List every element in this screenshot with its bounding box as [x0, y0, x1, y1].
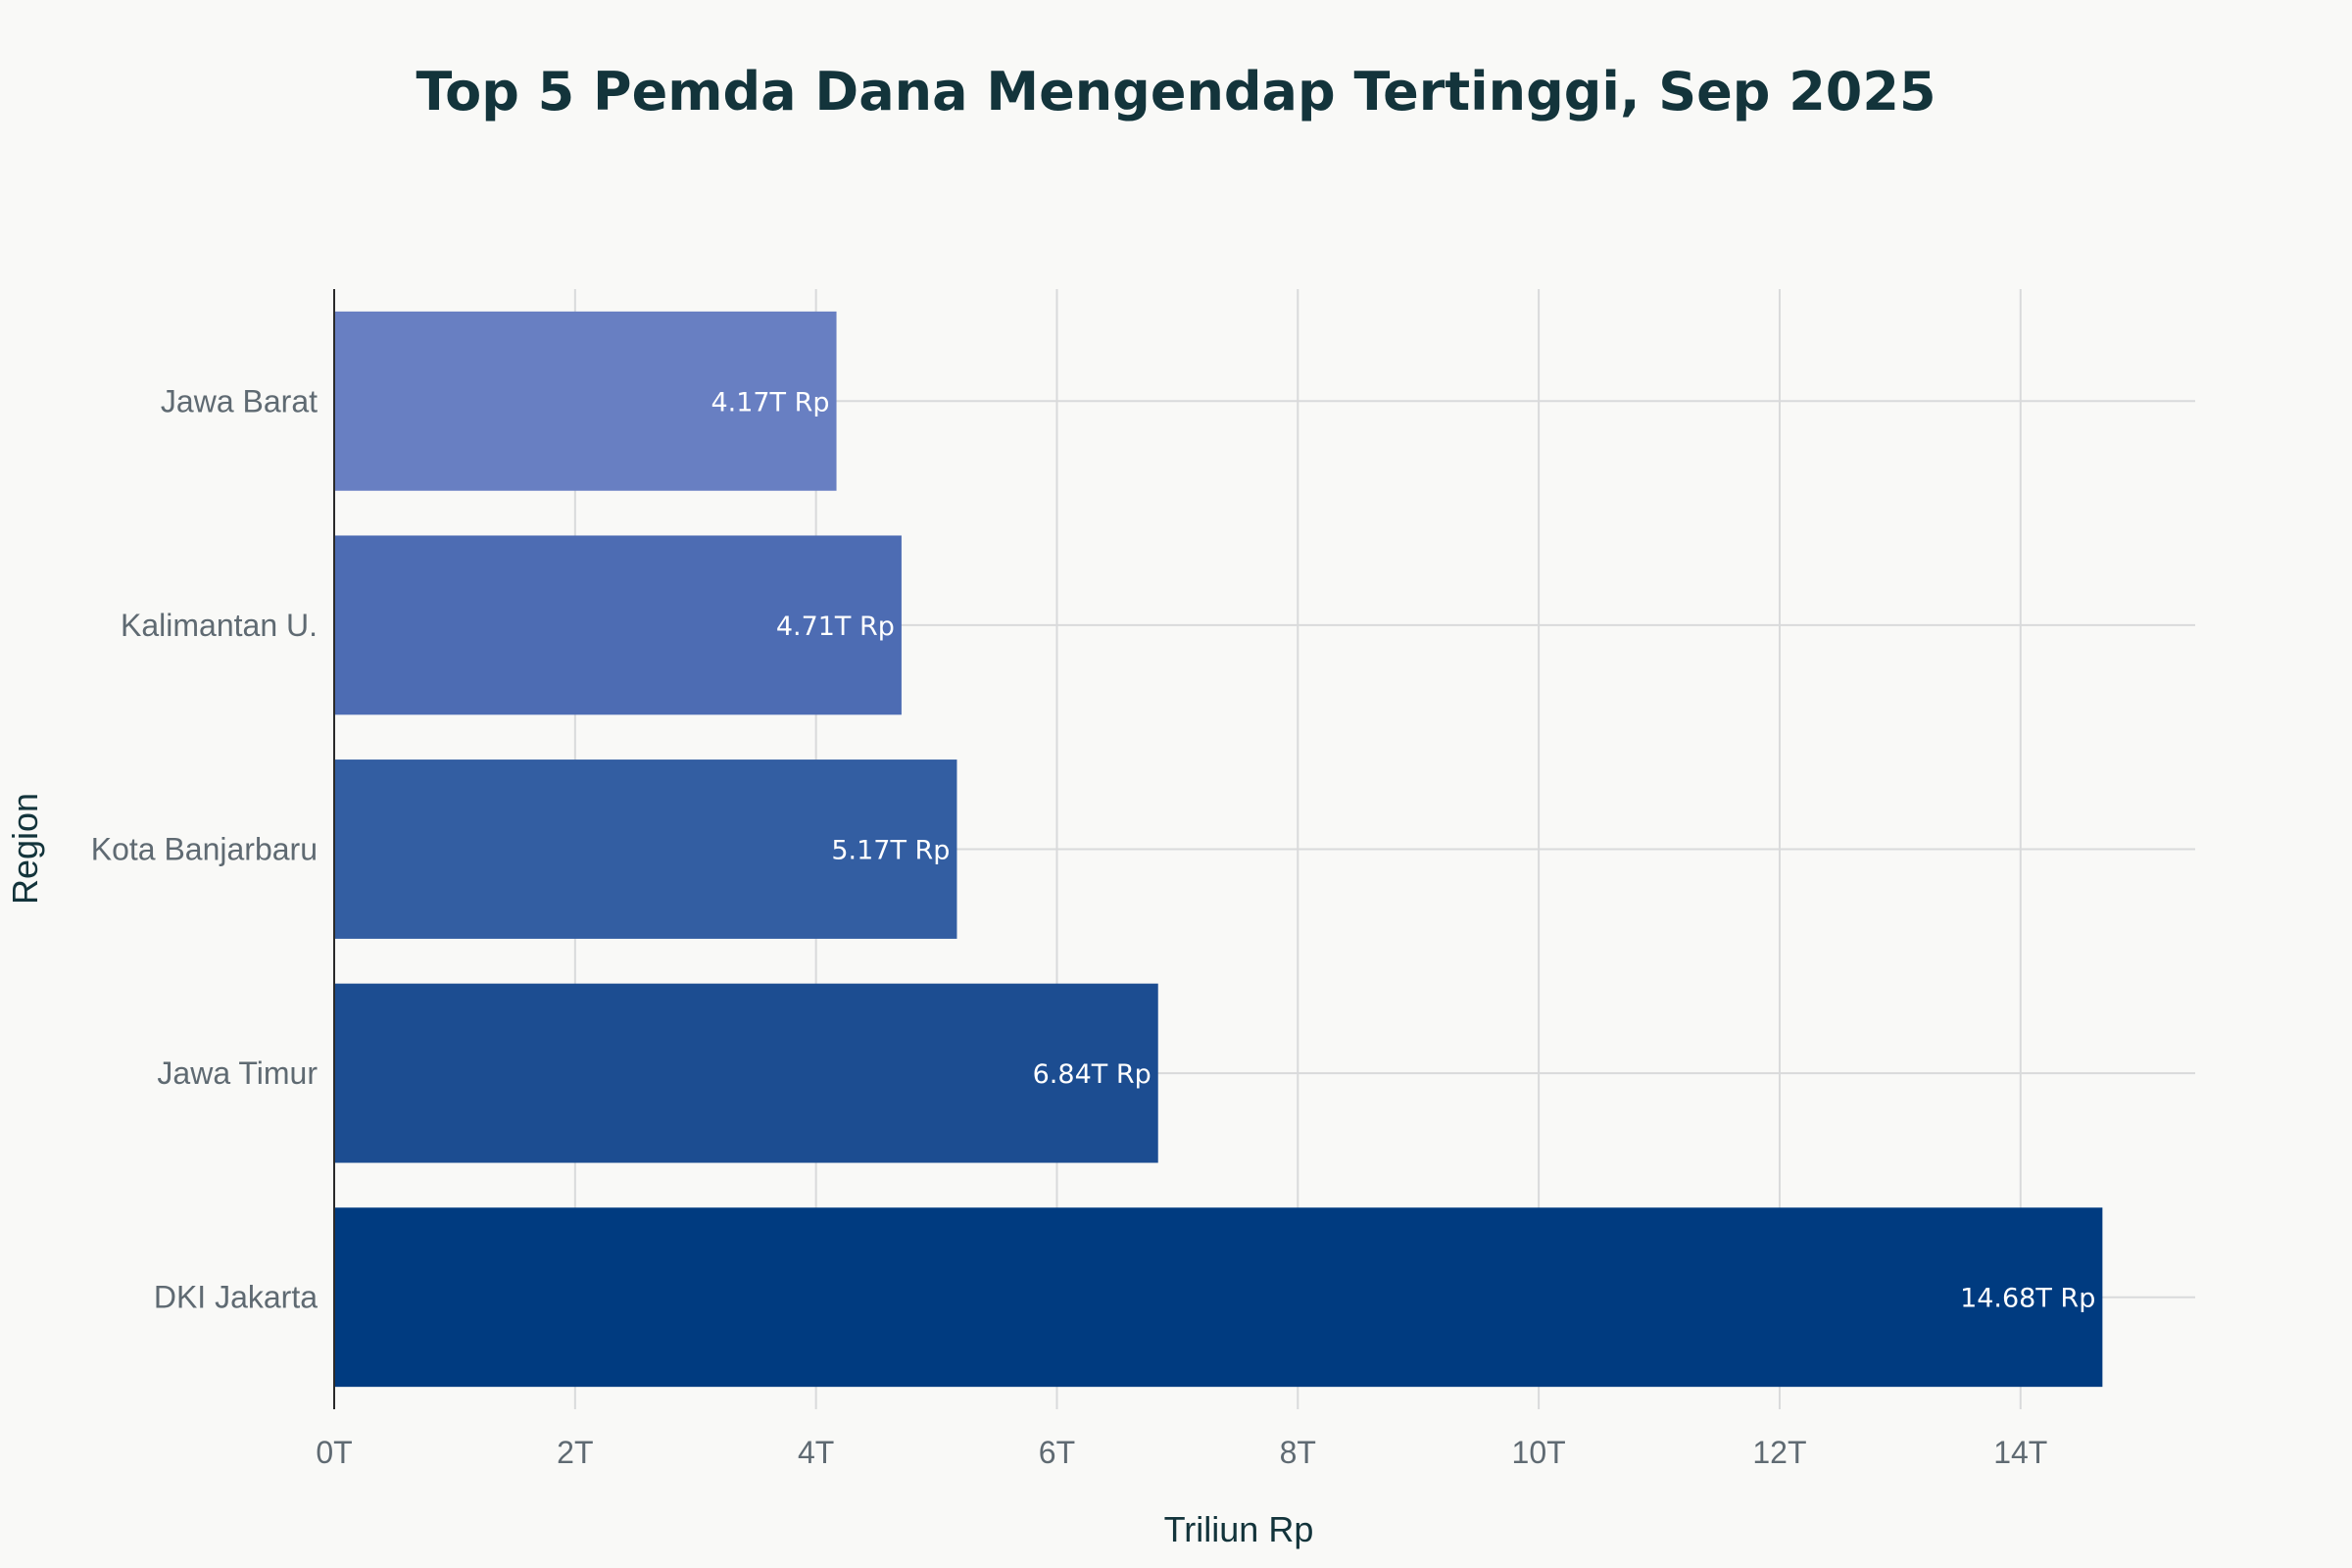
- x-tick-label: 14T: [1993, 1435, 2047, 1470]
- bar-value-label: 14.68T Rp: [1960, 1284, 2095, 1314]
- y-axis-title: Region: [5, 793, 45, 905]
- bar-kota-banjarbaru: [334, 760, 957, 939]
- x-tick-label: 2T: [557, 1435, 593, 1470]
- chart-title: Top 5 Pemda Dana Mengendap Tertinggi, Se…: [416, 61, 1936, 122]
- x-tick-label: 4T: [798, 1435, 834, 1470]
- bar-dki-jakarta: [334, 1207, 2103, 1388]
- bar-value-label: 5.17T Rp: [831, 836, 950, 866]
- bars: [334, 311, 2103, 1388]
- bar-kalimantan-u: [334, 535, 902, 715]
- x-axis-ticks: 0T 2T 4T 6T 8T 10T 12T 14T: [316, 1435, 2047, 1470]
- x-tick-label: 8T: [1280, 1435, 1316, 1470]
- y-tick-label: Kota Banjarbaru: [91, 832, 318, 867]
- bar-value-label: 4.17T Rp: [710, 387, 829, 417]
- bar-labels: 14.68T Rp 6.84T Rp 5.17T Rp 4.71T Rp 4.17T R…: [710, 387, 2095, 1313]
- y-tick-label: Jawa Barat: [161, 383, 318, 418]
- bar-jawa-barat: [334, 311, 837, 491]
- x-tick-label: 0T: [316, 1435, 352, 1470]
- x-tick-label: 6T: [1039, 1435, 1075, 1470]
- y-tick-label: Kalimantan U.: [121, 608, 318, 643]
- x-tick-label: 12T: [1752, 1435, 1806, 1470]
- bar-value-label: 6.84T Rp: [1033, 1059, 1152, 1090]
- bar-value-label: 4.71T Rp: [776, 612, 895, 642]
- x-axis-title: Triliun Rp: [1164, 1509, 1314, 1549]
- bar-jawa-timur: [334, 983, 1158, 1163]
- y-tick-label: DKI Jakarta: [154, 1280, 318, 1315]
- y-tick-label: Jawa Timur: [157, 1055, 318, 1091]
- x-tick-label: 10T: [1512, 1435, 1566, 1470]
- y-axis-ticks: DKI Jakarta Jawa Timur Kota Banjarbaru Kali…: [91, 383, 318, 1314]
